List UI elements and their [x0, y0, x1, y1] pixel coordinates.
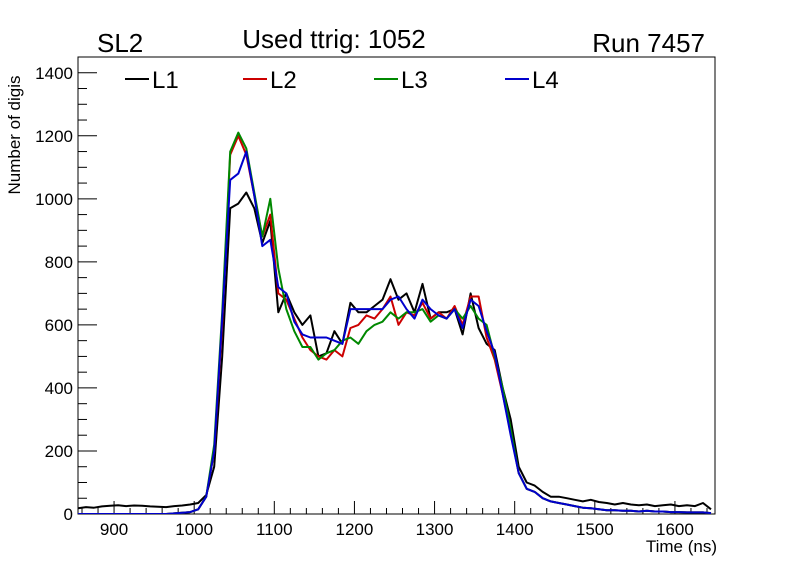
y-tick-label: 800: [45, 253, 73, 272]
y-tick-label: 200: [45, 442, 73, 461]
plot-area: 900 1000 1100 1200 1300 1400 1500 1600 0 200 400 60…: [35, 56, 716, 539]
x-tick-label: 900: [100, 520, 128, 539]
plot-frame: [77, 56, 716, 515]
y-tick-label: 1000: [35, 190, 73, 209]
y-tick-label: 600: [45, 316, 73, 335]
y-axis-label: Number of digis: [5, 75, 24, 194]
y-tick-label: 400: [45, 379, 73, 398]
x-tick-label: 1100: [256, 520, 293, 539]
tick-labels: 900 1000 1100 1200 1300 1400 1500 1600 0 200 400 60…: [35, 64, 694, 539]
legend-label-l3: L3: [401, 67, 428, 94]
series-layer: [78, 131, 712, 514]
legend-label-l1: L1: [152, 67, 179, 94]
x-tick-label: 1000: [175, 520, 213, 539]
x-tick-label: 1400: [496, 520, 534, 539]
series-line-l4: [78, 150, 712, 514]
legend-label-l2: L2: [270, 67, 297, 94]
y-tick-label: 1200: [35, 127, 73, 146]
y-tick-label: 1400: [35, 64, 73, 83]
x-axis-label: Time (ns): [646, 537, 717, 556]
x-tick-label: 1500: [576, 520, 614, 539]
x-tick-label: 1200: [336, 520, 374, 539]
series-line-l1: [78, 191, 712, 511]
legend: L1 L2 L3 L4: [125, 67, 559, 94]
x-tick-label: 1600: [656, 520, 694, 539]
x-tick-label: 1300: [416, 520, 454, 539]
legend-label-l4: L4: [532, 67, 559, 94]
chart-title: Used ttrig: 1052: [242, 24, 426, 54]
y-tick-label: 0: [64, 505, 73, 524]
top-right-label: Run 7457: [592, 28, 705, 58]
top-left-label: SL2: [97, 28, 143, 58]
